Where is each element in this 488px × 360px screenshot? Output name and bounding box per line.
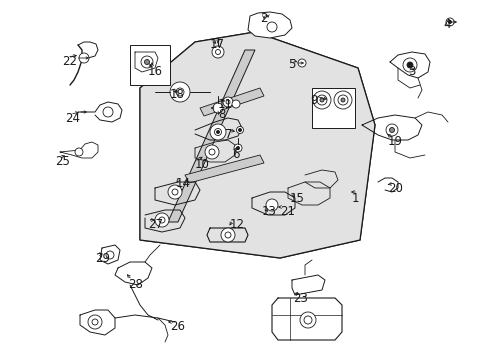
Text: 6: 6: [231, 148, 239, 161]
Polygon shape: [140, 32, 374, 258]
Circle shape: [340, 98, 345, 102]
Circle shape: [224, 232, 230, 238]
Text: 15: 15: [289, 192, 304, 205]
Circle shape: [316, 95, 326, 105]
Circle shape: [155, 213, 169, 227]
Circle shape: [266, 22, 276, 32]
Circle shape: [212, 46, 224, 58]
Circle shape: [221, 228, 235, 242]
Text: 1: 1: [351, 192, 359, 205]
Text: 8: 8: [218, 108, 225, 121]
Circle shape: [75, 148, 83, 156]
Circle shape: [141, 56, 153, 68]
Circle shape: [236, 147, 239, 149]
Circle shape: [297, 59, 305, 67]
Circle shape: [168, 185, 182, 199]
Text: 22: 22: [62, 55, 77, 68]
Circle shape: [79, 53, 89, 63]
Text: 26: 26: [170, 320, 184, 333]
Circle shape: [92, 319, 98, 325]
Circle shape: [319, 98, 324, 102]
Text: 14: 14: [176, 177, 191, 190]
Circle shape: [209, 124, 225, 140]
Circle shape: [312, 91, 330, 109]
Circle shape: [216, 130, 219, 134]
Text: 17: 17: [209, 38, 224, 51]
Circle shape: [447, 21, 450, 23]
Text: 25: 25: [55, 155, 70, 168]
Text: 7: 7: [224, 128, 232, 141]
Text: 16: 16: [148, 65, 163, 78]
Text: 29: 29: [95, 252, 110, 265]
Circle shape: [204, 145, 219, 159]
Polygon shape: [184, 155, 264, 183]
Circle shape: [176, 88, 183, 96]
Polygon shape: [168, 50, 254, 222]
Text: 28: 28: [128, 278, 142, 291]
Circle shape: [208, 149, 215, 155]
Polygon shape: [247, 12, 291, 38]
Circle shape: [215, 49, 220, 54]
Polygon shape: [311, 88, 354, 128]
Circle shape: [106, 251, 114, 259]
Circle shape: [170, 82, 190, 102]
Text: 3: 3: [407, 65, 414, 78]
Text: 11: 11: [218, 98, 232, 111]
Text: 21: 21: [280, 205, 294, 218]
Text: 9: 9: [309, 94, 317, 107]
Circle shape: [172, 189, 178, 195]
Circle shape: [385, 124, 397, 136]
Circle shape: [213, 103, 223, 113]
Text: 12: 12: [229, 218, 244, 231]
Circle shape: [88, 315, 102, 329]
Circle shape: [223, 97, 232, 107]
Circle shape: [389, 127, 394, 132]
Circle shape: [265, 199, 278, 211]
Circle shape: [214, 129, 221, 135]
Text: 4: 4: [442, 18, 449, 31]
Circle shape: [236, 126, 243, 134]
Text: 27: 27: [148, 218, 163, 231]
Circle shape: [402, 58, 416, 72]
Text: 24: 24: [65, 112, 80, 125]
Text: 19: 19: [387, 135, 402, 148]
Text: 20: 20: [387, 182, 402, 195]
Circle shape: [337, 95, 347, 105]
Circle shape: [159, 217, 164, 223]
Text: 13: 13: [262, 205, 276, 218]
Circle shape: [299, 312, 315, 328]
Circle shape: [231, 100, 240, 108]
Text: 18: 18: [170, 88, 184, 101]
Circle shape: [144, 59, 149, 64]
Circle shape: [304, 316, 311, 324]
Circle shape: [234, 144, 242, 152]
Circle shape: [406, 62, 412, 68]
Polygon shape: [140, 32, 374, 258]
Circle shape: [445, 18, 453, 26]
Text: 10: 10: [195, 158, 209, 171]
Circle shape: [103, 107, 113, 117]
Text: 2: 2: [260, 12, 267, 25]
Polygon shape: [200, 88, 264, 116]
Circle shape: [225, 100, 229, 104]
Polygon shape: [130, 45, 170, 85]
Text: 5: 5: [287, 58, 295, 71]
Circle shape: [238, 129, 241, 131]
Text: 23: 23: [292, 292, 307, 305]
Circle shape: [333, 91, 351, 109]
